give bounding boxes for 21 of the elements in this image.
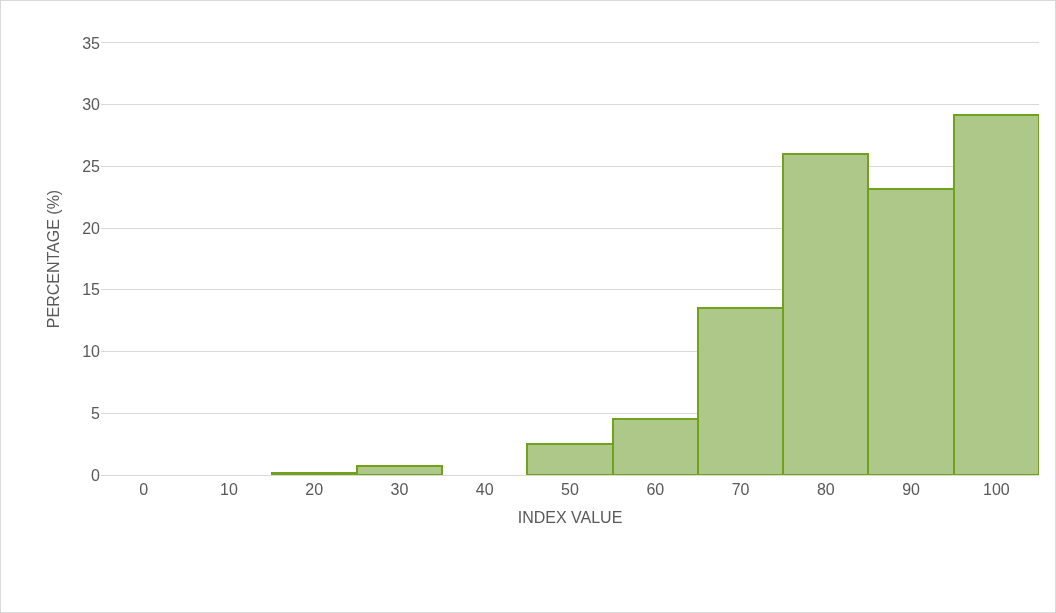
y-tick-label: 0 <box>91 466 101 484</box>
x-tick-label: 30 <box>390 481 409 499</box>
x-tick-label: 80 <box>816 481 835 499</box>
y-tick-label: 35 <box>82 34 101 52</box>
x-tick-label: 40 <box>475 481 494 499</box>
y-axis-title: PERCENTAGE (%) <box>45 189 63 329</box>
x-tick-label: 60 <box>646 481 665 499</box>
x-tick-label: 0 <box>139 481 149 499</box>
x-tick-label: 100 <box>983 481 1010 499</box>
y-tick-label: 20 <box>82 219 101 237</box>
y-tick-label: 25 <box>82 158 101 176</box>
y-tick-label: 5 <box>91 404 101 422</box>
y-tick-label: 10 <box>82 343 101 361</box>
y-tick-label: 30 <box>82 96 101 114</box>
x-tick-label: 50 <box>561 481 579 499</box>
x-tick-label: 90 <box>902 481 921 499</box>
x-axis-title: INDEX VALUE <box>517 508 623 526</box>
x-tick-label: 20 <box>305 481 324 499</box>
x-tick-label: 10 <box>220 481 238 499</box>
x-tick-label: 70 <box>731 481 750 499</box>
y-tick-label: 15 <box>82 281 101 299</box>
